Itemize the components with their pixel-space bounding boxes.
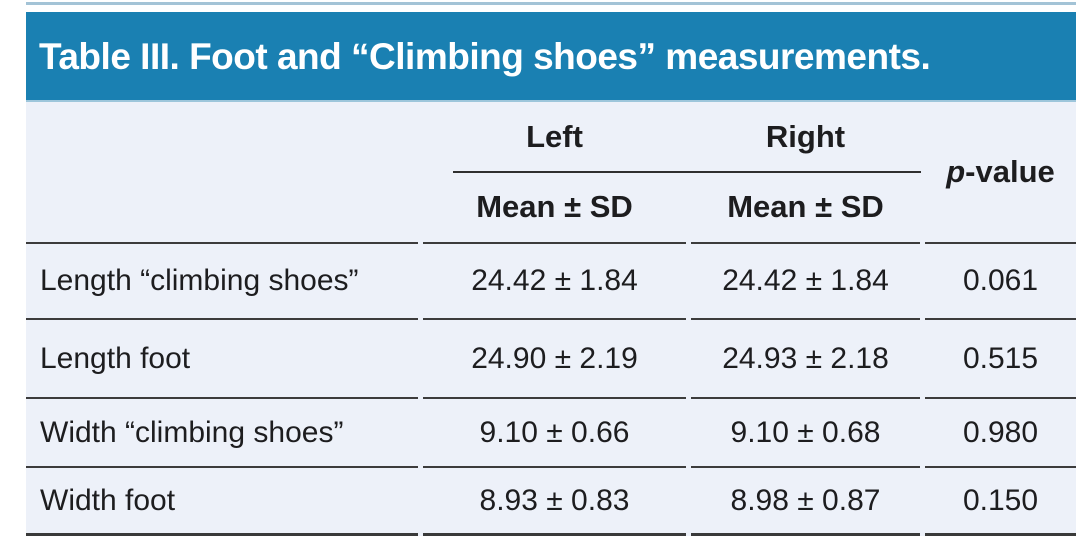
cell-p-value: 0.061 [925, 242, 1076, 318]
cell-left-value: 24.42 ± 1.84 [423, 242, 686, 318]
table-container: Table III. Foot and “Climbing shoes” mea… [26, 0, 1076, 536]
row-label: Length “climbing shoes” [26, 242, 418, 318]
table-row: Width foot 8.93 ± 0.83 8.98 ± 0.87 0.150 [26, 466, 1076, 533]
cell-right-value: 24.93 ± 2.18 [691, 318, 920, 397]
bottom-rule [26, 533, 1076, 536]
table-row: Length “climbing shoes” 24.42 ± 1.84 24.… [26, 242, 1076, 318]
row-label: Width “climbing shoes” [26, 397, 418, 466]
cell-left-value: 8.93 ± 0.83 [423, 466, 686, 533]
table-title-banner: Table III. Foot and “Climbing shoes” mea… [26, 12, 1076, 102]
column-header-left: Left [526, 119, 583, 154]
cell-p-value: 0.980 [925, 397, 1076, 466]
cell-p-value: 0.150 [925, 466, 1076, 533]
column-header-p-value: p -value [925, 102, 1076, 242]
cell-right-value: 24.42 ± 1.84 [691, 242, 920, 318]
row-label: Length foot [26, 318, 418, 397]
subheader-left-mean-sd: Mean ± SD [476, 189, 633, 224]
p-value-italic-p: p [946, 154, 966, 189]
cell-right-value: 9.10 ± 0.68 [691, 397, 920, 466]
column-header-right: Right [765, 119, 846, 154]
table-title: Table III. Foot and “Climbing shoes” mea… [39, 35, 931, 77]
cell-left-value: 24.90 ± 2.19 [423, 318, 686, 397]
p-value-rest: -value [965, 154, 1055, 189]
cell-left-value: 9.10 ± 0.66 [423, 397, 686, 466]
cell-right-value: 8.98 ± 0.87 [691, 466, 920, 533]
cell-p-value: 0.515 [925, 318, 1076, 397]
table-body: Left Right p -value Mean ± SD Mean ± SD L… [26, 102, 1076, 536]
row-label: Width foot [26, 466, 418, 533]
header-group-rule [453, 171, 921, 173]
table-row: Width “climbing shoes” 9.10 ± 0.66 9.10 … [26, 397, 1076, 466]
table-row: Length foot 24.90 ± 2.19 24.93 ± 2.18 0.… [26, 318, 1076, 397]
top-rule [26, 2, 1076, 5]
subheader-right-mean-sd: Mean ± SD [727, 189, 884, 224]
table-header: Left Right p -value Mean ± SD Mean ± SD [26, 102, 1076, 242]
